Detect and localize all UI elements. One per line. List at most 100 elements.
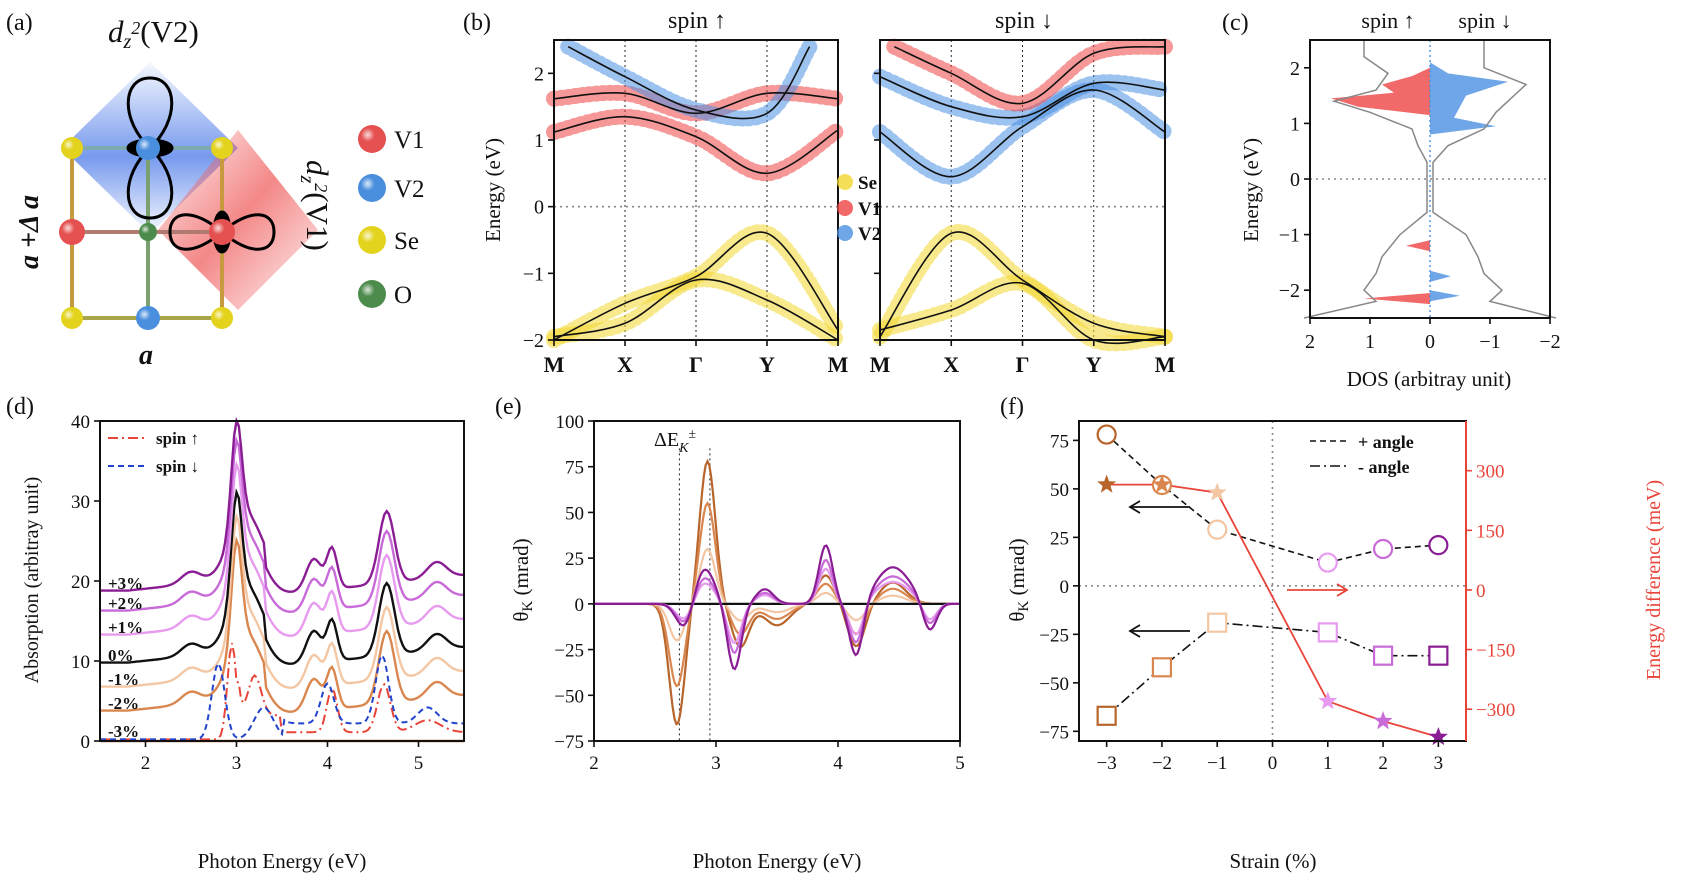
ytick-label: 1 [534, 130, 544, 152]
panel-f-label: (f) [1000, 394, 1024, 420]
legend-spin-up: spin ↑ [156, 429, 199, 448]
orbital-label-v2: dz2(V2) [108, 14, 199, 53]
absorption-curve [100, 416, 464, 593]
strain-label: +1% [108, 618, 143, 637]
plus-angle-line [1106, 434, 1439, 564]
kerr-angle-plot: −75 −50 −25 0 25 50 75 100 2 3 4 5 [554, 412, 964, 774]
panel-c-xlabel: DOS (arbitray unit) [1347, 367, 1511, 391]
kpoint-label: X [943, 352, 959, 377]
total-dos-up [1303, 40, 1428, 319]
panel-b-ylabel: Energy (eV) [481, 138, 505, 242]
band-line-cb2 [879, 75, 1166, 119]
band-line-vb2 [879, 281, 1166, 345]
kpoint-label: X [617, 352, 633, 377]
ytick-label: 0 [81, 732, 91, 753]
strain-label: -2% [108, 694, 139, 713]
band-line-cb2 [553, 92, 839, 115]
ytick-label: −50 [1039, 674, 1069, 695]
spin-up-absorption [100, 643, 465, 741]
v2-dos-area [1430, 62, 1508, 302]
xtick-label: 3 [711, 753, 721, 774]
panel-d-label: (d) [6, 394, 34, 420]
strain-label: -1% [108, 670, 139, 689]
ytick-label: −2 [523, 330, 544, 352]
minus-angle-point [1151, 657, 1173, 678]
strain-label: 0% [108, 646, 134, 665]
strain-plot: + angle - angle −75 −50 −25 0 25 50 75 −300 −150 0 1… [1039, 420, 1515, 774]
kpoint-label: M [1155, 352, 1176, 377]
ytick-label: 75 [565, 458, 584, 479]
kpoint-label: M [870, 352, 891, 377]
absorption-curve [100, 512, 464, 689]
xtick-label: −1 [1207, 753, 1227, 774]
band-line-vb2 [553, 278, 839, 341]
v1-dos-area [1331, 67, 1430, 305]
energy-diff-line [1106, 483, 1439, 738]
panel-d-xlabel: Photon Energy (eV) [198, 849, 367, 873]
ytick-label: −25 [554, 641, 584, 662]
ytick-label: 1 [1290, 113, 1300, 135]
arrow-right-head [1336, 583, 1349, 597]
xtick-label: 1 [1365, 331, 1375, 353]
xtick-label: 5 [955, 753, 965, 774]
ytick-label: 30 [71, 492, 90, 513]
atom-legend: V1 V2 Se O [358, 125, 425, 309]
ytick-label: 2 [534, 63, 544, 85]
panel-c: (c) spin ↑ spin ↓ −2 −1 0 1 2 2 1 0 −1 −2 Energy … [1222, 8, 1561, 391]
ytick-right-label: 0 [1476, 581, 1486, 602]
band-line-cb1 [553, 115, 839, 175]
panel-f: (f) + angle- angle−75−50−250255075−300−1… [1000, 394, 1665, 873]
ytick-label: −1 [1279, 225, 1300, 247]
panel-c-ylabel: Energy (eV) [1239, 138, 1263, 242]
arrow-left-top-head [1128, 500, 1141, 514]
ytick-label: 100 [556, 412, 585, 433]
legend-v2-b: V2 [858, 224, 881, 245]
ytick-label: 40 [71, 412, 90, 433]
ytick-right-label: −300 [1476, 700, 1515, 721]
xtick-label: 3 [232, 753, 242, 774]
energy-diff-star [1428, 727, 1448, 746]
energy-diff-star [1152, 474, 1172, 493]
orbital-label-v1: dz2(V1) [296, 160, 335, 251]
xtick-label: −2 [1152, 753, 1172, 774]
ytick-label: 75 [1050, 431, 1069, 452]
ytick-right-label: −150 [1476, 641, 1515, 662]
plus-angle-point [1207, 519, 1228, 540]
xtick-label: −3 [1097, 753, 1117, 774]
legend-o: O [394, 282, 412, 309]
strain-label: -3% [108, 722, 139, 741]
xtick-label: 1 [1323, 753, 1333, 774]
kerr-curve [594, 458, 960, 726]
panel-b-legend: Se V1 V2 [837, 173, 881, 245]
spin-down-absorption [100, 653, 464, 741]
minus-angle-point [1317, 622, 1338, 643]
atoms [59, 136, 235, 330]
kpoint-label: M [544, 352, 565, 377]
legend-v2: V2 [394, 176, 425, 203]
minus-angle-point [1372, 645, 1394, 666]
xtick-label: 2 [589, 753, 599, 774]
ytick-label: 50 [1050, 480, 1069, 501]
xtick-label: 4 [323, 753, 333, 774]
plus-angle-point [1096, 424, 1117, 445]
ytick-right-label: 300 [1476, 462, 1505, 483]
ytick-label: 0 [1290, 169, 1300, 191]
band-line-cb3 [567, 45, 811, 120]
band-plot-spin-up: −2 −1 0 1 2 M X Γ Y M [523, 38, 849, 377]
legend-plus-angle: + angle [1358, 432, 1414, 452]
ytick-label: −1 [523, 263, 544, 285]
panel-d-ylabel: Absorption (arbitray unit) [21, 477, 43, 684]
absorption-curve [100, 488, 464, 665]
spin-up-title: spin ↑ [668, 8, 726, 34]
strain-label: +2% [108, 594, 143, 613]
panel-c-label: (c) [1222, 10, 1249, 36]
kpoint-label: Y [1086, 352, 1102, 377]
ytick-label: 0 [575, 595, 585, 616]
plus-angle-point [1428, 535, 1449, 556]
ytick-label: 10 [71, 652, 90, 673]
energy-diff-star [1207, 482, 1227, 501]
legend-spin-down: spin ↓ [156, 457, 199, 476]
xtick-label: −2 [1539, 331, 1560, 353]
ytick-label: 0 [1060, 577, 1070, 598]
